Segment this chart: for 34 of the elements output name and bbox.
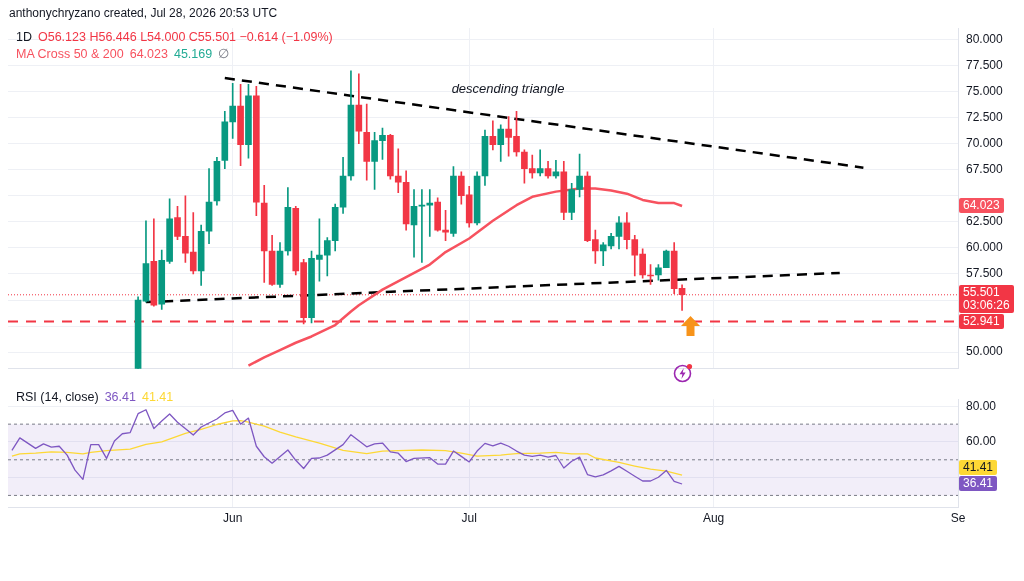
ref-line-label: 55.501 xyxy=(963,284,1001,299)
annotation: 41.41 xyxy=(141,390,174,404)
y-tick-label: 77.500 xyxy=(966,57,1004,72)
candlestick xyxy=(536,149,544,177)
text: 36.41 xyxy=(963,476,994,491)
text: anthonychryzano created, Jul 28, 2026 20:53 UTC xyxy=(9,6,278,20)
y-tick-label: 50.000 xyxy=(966,344,1004,359)
annotation: 36.41 xyxy=(104,390,136,404)
y-tick-label: 80.000 xyxy=(966,31,1004,46)
chart-title: 1D xyxy=(16,30,32,44)
x-tick-label: Se xyxy=(950,510,966,525)
text: MA Cross 50 & 200 xyxy=(16,47,124,61)
text: 41.41 xyxy=(963,460,994,475)
chart-title: RSI (14, close) xyxy=(16,390,99,404)
text: 64.023 xyxy=(963,198,1000,213)
ref-line-label: 52.941 xyxy=(963,313,1000,328)
annotation: descending triangle xyxy=(451,80,565,96)
text: 03:06:26 xyxy=(963,297,1010,312)
annotation: 64.023 xyxy=(129,47,168,61)
x-tick-label: Jun xyxy=(223,510,243,525)
y-tick-label: 75.000 xyxy=(966,83,1004,98)
y-tick-label: 57.500 xyxy=(966,266,1004,281)
y-tick-label: 62.500 xyxy=(966,214,1004,229)
x-tick-label: Aug xyxy=(702,510,725,525)
annotation: 45.169 xyxy=(173,47,213,61)
chart-subtitle: O56.123 H56.446 L54.000 C55.501 −0.614 (−1.09%) xyxy=(37,30,333,44)
y-tick-label: 60.000 xyxy=(966,240,1004,255)
x-tick-label: Jul xyxy=(461,510,477,525)
annotation: ∅ xyxy=(218,47,230,61)
y-tick-label: 60.00 xyxy=(966,434,997,449)
y-tick-label: 80.00 xyxy=(966,398,997,413)
y-tick-label: 67.500 xyxy=(966,162,1004,177)
y-tick-label: 72.500 xyxy=(966,109,1004,124)
y-tick-label: 70.000 xyxy=(966,136,1004,150)
